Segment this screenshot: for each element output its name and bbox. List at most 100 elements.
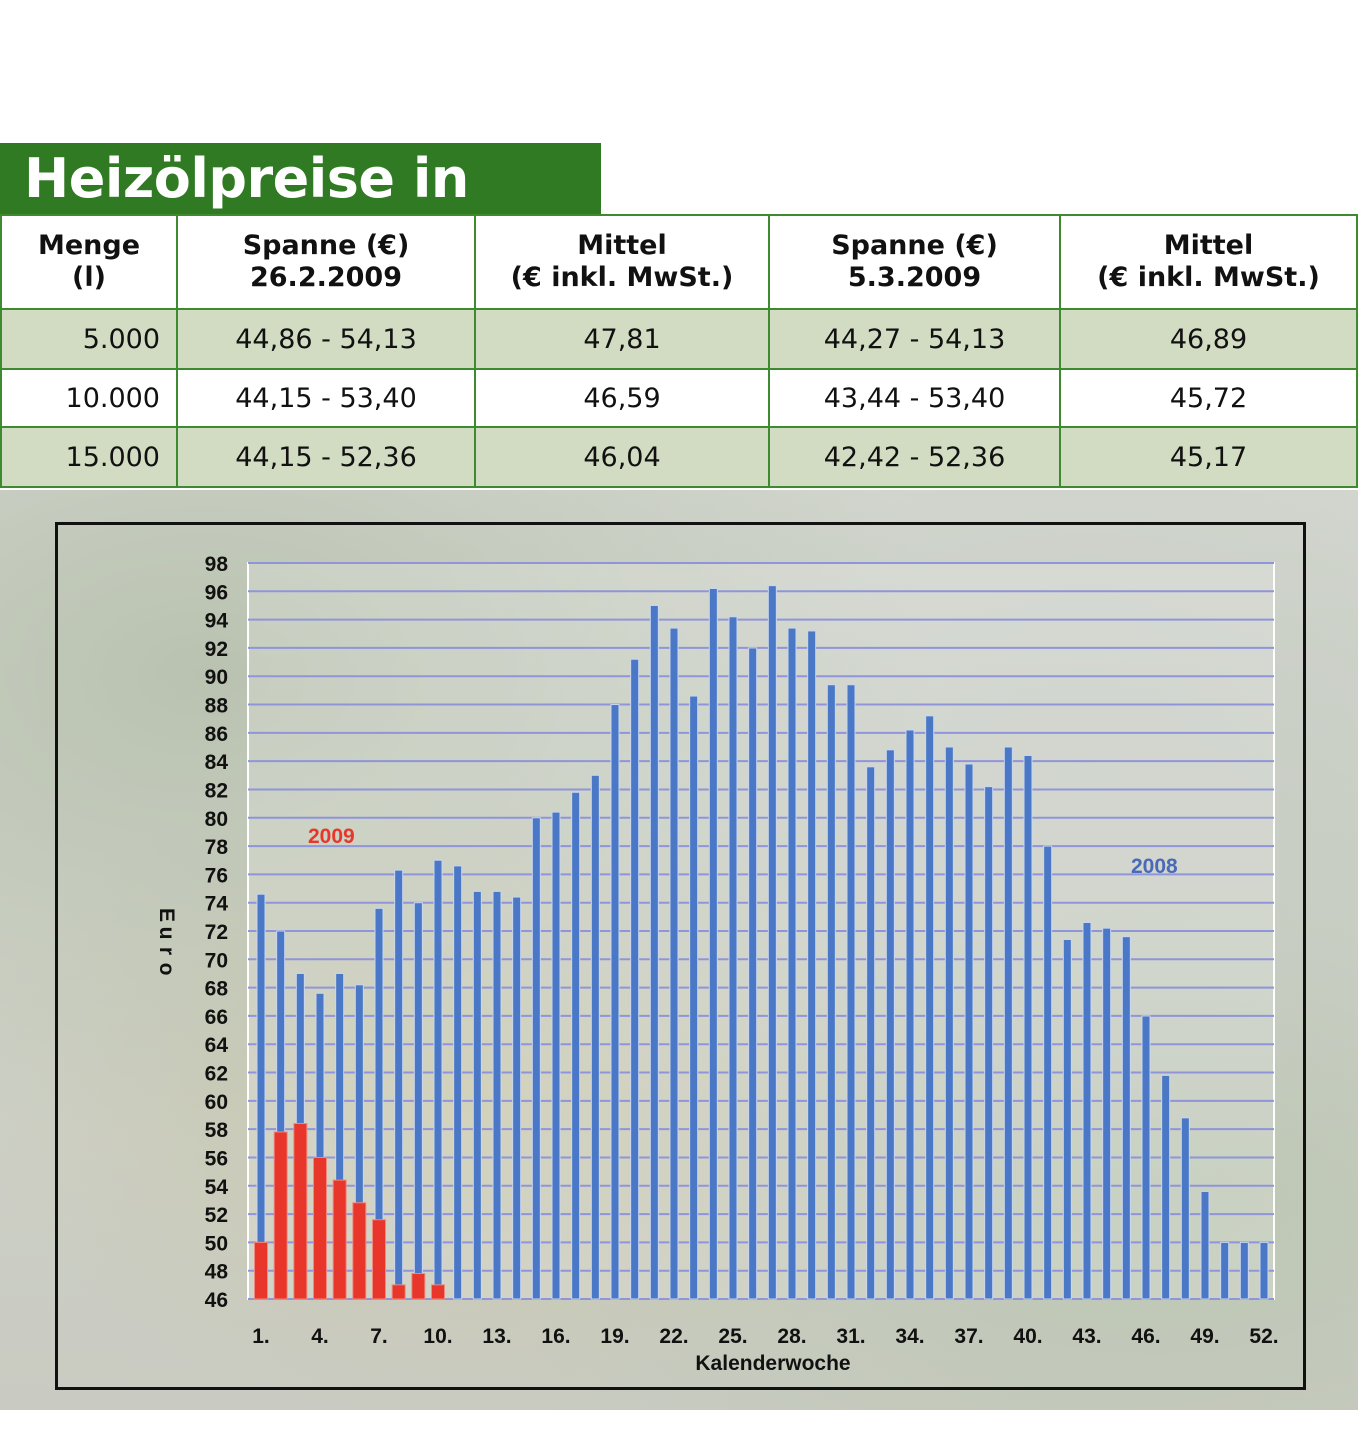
chart-frame [55,522,1306,1390]
bar-2008-week-9 [413,902,423,1300]
table-row: 5.000 44,86 - 54,13 47,81 44,27 - 54,13 … [0,308,1358,370]
table-cell-mittel-1: 46,04 [474,426,770,488]
table-cell-menge: 10.000 [0,368,178,428]
x-tick-label: 1. [252,1325,270,1348]
series-label-2008: 2008 [1131,855,1178,878]
table-cell-menge: 15.000 [0,426,178,488]
bar-2008-week-44 [1102,927,1112,1300]
table-cell-spanne-1: 44,15 - 52,36 [176,426,476,488]
bar-2008-week-32 [866,766,876,1300]
bar-2008-week-41 [1043,845,1053,1300]
x-axis-ticks: 1. 4. 7. 10. 13. 16. 19. 22. 25. 28. 31. 34. 37. 40. 4… [252,1325,1278,1348]
bar-2008-week-11 [453,865,463,1300]
y-tick-label: 54 [205,1176,229,1199]
x-tick-label: 4. [311,1325,329,1348]
bar-2008-week-35 [925,715,935,1300]
bar-2008-week-17 [571,791,581,1300]
x-tick-label: 52. [1249,1325,1278,1348]
bar-2008-week-51 [1239,1241,1249,1300]
x-tick-label: 22. [659,1325,688,1348]
y-axis-ticks: 46 48 50 52 54 56 58 60 62 64 66 68 70 72 74 76 78 80 82 84… [205,553,229,1312]
bar-2008-week-16 [551,811,561,1300]
table-cell-mittel-2: 46,89 [1059,308,1358,370]
x-tick-label: 43. [1072,1325,1101,1348]
bar-2008-week-34 [905,729,915,1300]
header-spanne-1-line1: Spanne (€) [242,230,410,261]
y-tick-label: 70 [205,949,228,972]
x-tick-label: 37. [954,1325,983,1348]
y-tick-label: 68 [205,978,229,1001]
x-tick-label: 13. [482,1325,511,1348]
y-tick-label: 82 [205,779,228,802]
x-tick-label: 40. [1013,1325,1042,1348]
bar-2008-week-52 [1259,1241,1269,1300]
bar-2008-week-39 [1003,746,1013,1300]
table-cell-spanne-2: 44,27 - 54,13 [768,308,1061,370]
y-axis-label-char: o [155,963,178,976]
bar-2009-week-10 [431,1284,445,1300]
bar-2009-week-5 [332,1179,347,1300]
y-tick-label: 72 [205,921,228,944]
header-menge: Menge (l) [0,214,178,310]
bar-2008-week-28 [787,627,797,1300]
bar-2008-week-27 [767,585,777,1300]
table-row: 10.000 44,15 - 53,40 46,59 43,44 - 53,40… [0,368,1358,428]
y-tick-label: 80 [205,808,228,831]
bar-2008-week-22 [669,627,679,1300]
header-spanne-1: Spanne (€) 26.2.2009 [176,214,476,310]
y-tick-label: 84 [205,751,229,774]
bar-2008-week-46 [1141,1015,1151,1300]
bar-2009-week-1 [254,1241,268,1300]
bar-2009-week-6 [352,1202,367,1300]
bar-2008-week-45 [1121,936,1131,1300]
y-tick-label: 90 [205,666,228,689]
y-tick-label: 66 [205,1006,228,1029]
header-mittel-1-line1: Mittel [577,230,667,261]
x-tick-label: 49. [1190,1325,1219,1348]
y-tick-label: 96 [205,581,228,604]
x-tick-label: 25. [718,1325,747,1348]
bar-2008-week-42 [1062,938,1072,1300]
y-tick-label: 98 [205,553,229,576]
table-cell-spanne-1: 44,15 - 53,40 [176,368,476,428]
x-tick-label: 7. [370,1325,388,1348]
header-mittel-1-line2: (€ inkl. MwSt.) [510,262,734,293]
bar-2008-week-13 [492,890,502,1300]
y-axis-label-char: u [155,927,178,940]
bar-2008-week-18 [590,774,600,1300]
bar-2008-week-19 [610,704,620,1300]
bar-2008-week-48 [1180,1117,1190,1300]
bar-2009-week-8 [391,1284,406,1300]
y-tick-label: 62 [205,1063,228,1086]
table-cell-mittel-1: 47,81 [474,308,770,370]
y-tick-label: 92 [205,638,228,661]
x-tick-label: 34. [895,1325,924,1348]
bar-2009-week-9 [411,1273,426,1300]
y-tick-label: 56 [205,1147,228,1170]
bar-2008-week-15 [531,817,541,1300]
bar-2008-week-30 [826,684,836,1300]
table-cell-mittel-2: 45,72 [1059,368,1358,428]
bar-2008-week-50 [1220,1241,1230,1300]
bar-2008-week-40 [1023,754,1033,1300]
bar-2008-week-1 [256,893,266,1300]
header-menge-line1: Menge [37,230,141,261]
bar-2008-week-38 [984,786,994,1300]
bar-2008-week-8 [394,869,404,1300]
y-tick-label: 88 [205,695,229,718]
x-axis-label: Kalenderwoche [695,1352,850,1375]
bar-2008-week-43 [1082,922,1092,1300]
table-cell-menge: 5.000 [0,308,178,370]
bar-2008-week-12 [472,890,482,1300]
background-photo [0,490,1358,1410]
chart-bars [254,585,1269,1300]
y-tick-label: 46 [205,1289,228,1312]
bar-2008-week-20 [630,658,640,1300]
table-cell-mittel-2: 45,17 [1059,426,1358,488]
y-axis-label-char: E [155,908,178,922]
y-tick-label: 86 [205,723,228,746]
bar-2009-week-2 [273,1131,288,1300]
table-row: 15.000 44,15 - 52,36 46,04 42,42 - 52,36… [0,426,1358,488]
header-spanne-2: Spanne (€) 5.3.2009 [768,214,1061,310]
